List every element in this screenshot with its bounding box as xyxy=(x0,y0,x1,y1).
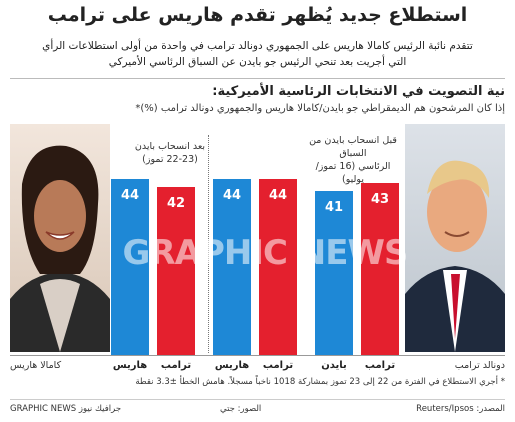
harris-photo xyxy=(10,124,110,352)
group-label-after-line-2: (22-23 تموز) xyxy=(142,154,198,165)
chart-baseline xyxy=(10,355,505,356)
category-label-1-1: هاريس xyxy=(214,360,250,371)
footer-divider xyxy=(10,399,505,400)
bar-2-1 xyxy=(111,179,149,355)
bar-1-0 xyxy=(259,179,297,355)
bar-1-1 xyxy=(213,179,251,355)
group-label-before-line-1: قبل انسحاب بايدن من السباق xyxy=(309,135,397,159)
bar-value-0-1: 41 xyxy=(325,200,343,215)
bar-value-1-0: 44 xyxy=(269,188,287,203)
trump-photo xyxy=(405,124,505,352)
category-label-2-1: هاريس xyxy=(112,360,148,371)
top-divider xyxy=(10,78,505,79)
brand-credit: GRAPHIC NEWS جرافيك نيوز xyxy=(10,404,122,414)
page-subtitle: تتقدم نائبة الرئيس كامالا هاريس على الجم… xyxy=(10,38,505,70)
section-title: نية التصويت في الانتخابات الرئاسية الأمي… xyxy=(212,84,505,99)
group-label-before-line-2: الرئاسي (16 تموز/يوليو) xyxy=(315,161,391,185)
category-label-1-0: ترامب xyxy=(262,360,294,371)
group-separator xyxy=(208,135,209,353)
bar-0-1 xyxy=(315,191,353,355)
trump-photo-caption: دونالد ترامب xyxy=(454,360,505,371)
bar-2-0 xyxy=(157,187,195,355)
bar-value-0-0: 43 xyxy=(371,192,389,207)
bar-value-2-0: 42 xyxy=(167,196,185,211)
harris-photo-caption: كامالا هاريس xyxy=(10,360,62,371)
category-label-0-1: بايدن xyxy=(321,360,347,371)
footnote: * أجري الاستطلاع في الفترة من 22 إلى 23 … xyxy=(135,377,505,387)
section-question: إذا كان المرشحون هم الديمقراطي جو بايدن/… xyxy=(135,103,505,114)
group-label-after: بعد انسحاب بايدن (22-23 تموز) xyxy=(116,140,224,166)
category-label-2-0: ترامب xyxy=(160,360,192,371)
trump-portrait-icon xyxy=(405,160,505,352)
bar-0-0 xyxy=(361,183,399,355)
subtitle-line-2: التي أجريت بعد تنحي الرئيس جو بايدن عن ا… xyxy=(108,56,407,68)
harris-portrait-icon xyxy=(10,145,110,352)
poll-bar-chart: 43 41 44 44 42 44 xyxy=(111,179,399,355)
source-credit: المصدر: Reuters/Ipsos xyxy=(416,404,505,414)
group-label-before: قبل انسحاب بايدن من السباق الرئاسي (16 ت… xyxy=(305,134,401,186)
bar-value-2-1: 44 xyxy=(121,188,139,203)
subtitle-line-1: تتقدم نائبة الرئيس كامالا هاريس على الجم… xyxy=(42,40,473,52)
bar-value-1-1: 44 xyxy=(223,188,241,203)
page-title: استطلاع جديد يُظهر تقدم هاريس على ترامب xyxy=(47,4,468,26)
group-label-after-line-1: بعد انسحاب بايدن xyxy=(134,141,206,152)
pictures-credit: الصور: جتي xyxy=(220,404,262,414)
category-label-0-0: ترامب xyxy=(364,360,396,371)
